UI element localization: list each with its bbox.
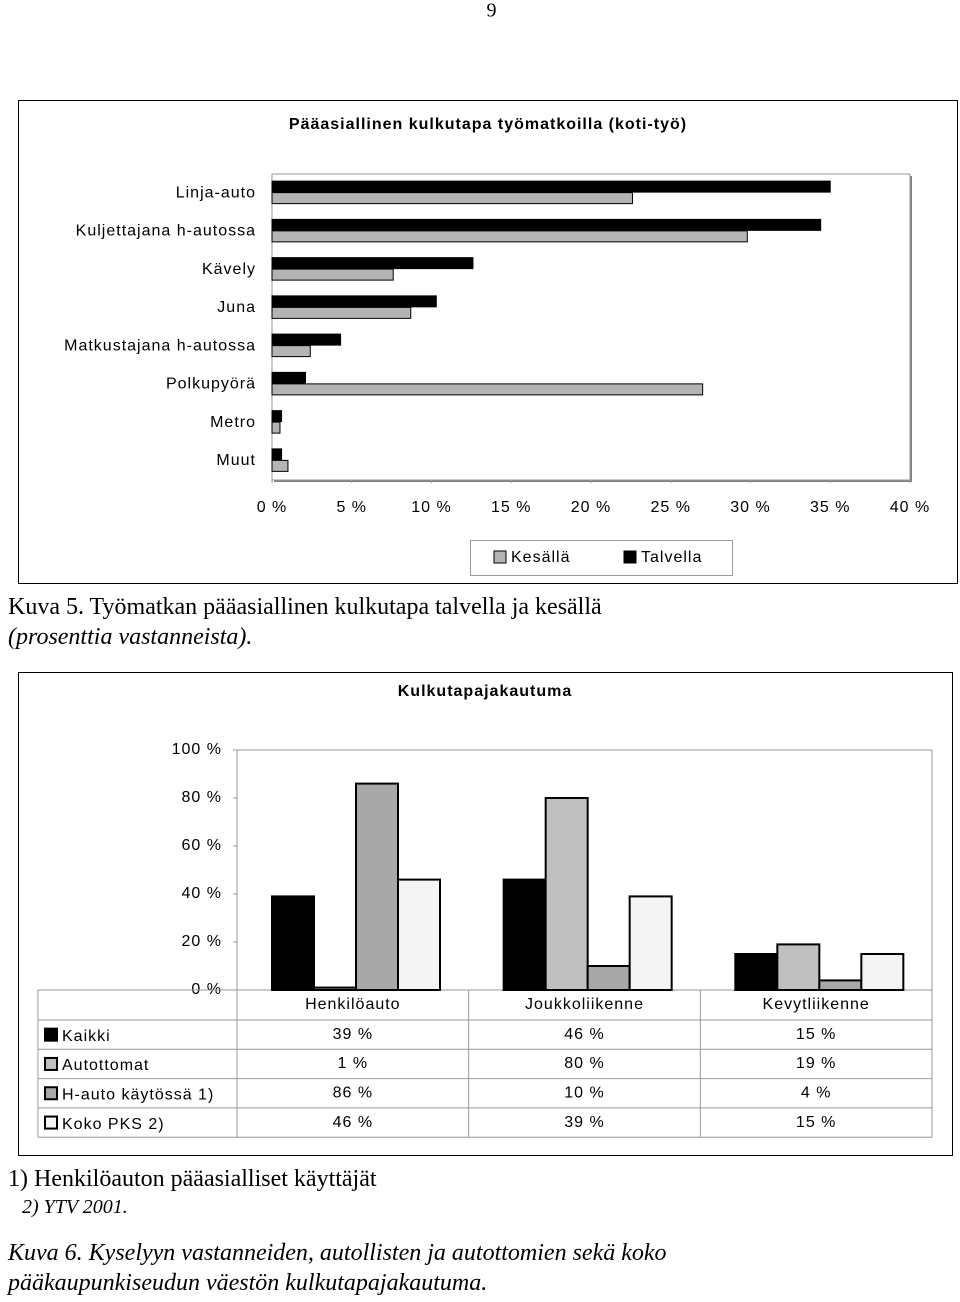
y-tick-label: Polkupyörä — [166, 376, 256, 393]
legend-label: Talvella — [641, 549, 702, 566]
data-label: 15 % — [796, 1026, 836, 1043]
bar — [818, 979, 863, 992]
x-tick-label: 0 % — [257, 499, 288, 516]
x-tick-label: Henkilöauto — [305, 996, 401, 1013]
x-tick-label: 10 % — [411, 499, 451, 516]
x-tick-label: 30 % — [730, 499, 770, 516]
data-label: 10 % — [564, 1084, 604, 1101]
y-tick-label: 100 % — [172, 741, 222, 758]
x-tick-label: Kevytliikenne — [763, 996, 870, 1013]
legend-label: H-auto käytössä 1) — [62, 1086, 214, 1103]
data-label: 46 % — [333, 1114, 373, 1131]
bar — [355, 782, 399, 991]
chart-frame — [18, 672, 953, 1156]
y-tick-label: Juna — [217, 299, 256, 316]
bar — [271, 345, 311, 358]
data-label: 1 % — [338, 1055, 369, 1072]
data-label: 46 % — [564, 1026, 604, 1043]
bar — [271, 295, 437, 308]
legend-swatch — [44, 1027, 58, 1042]
chart-title: Kulkutapajakautuma — [398, 683, 572, 700]
bar — [271, 192, 633, 205]
data-label: 86 % — [333, 1084, 373, 1101]
data-label: 80 % — [564, 1055, 604, 1072]
y-tick-label: Linja-auto — [176, 184, 256, 201]
bar — [271, 383, 704, 396]
bar — [271, 459, 289, 472]
y-tick-label: Matkustajana h-autossa — [64, 337, 256, 354]
legend-label: Kesällä — [511, 549, 570, 566]
x-tick-label: 5 % — [336, 499, 367, 516]
legend-label: Autottomat — [62, 1057, 149, 1074]
chart-title: Pääasiallinen kulkutapa työmatkoilla (ko… — [289, 116, 687, 133]
y-tick-label: Kuljettajana h-autossa — [76, 223, 256, 240]
chart-frame — [18, 100, 958, 584]
bar — [271, 230, 748, 243]
footnote: 1) Henkilöauton pääasialliset käyttäjät — [8, 1166, 377, 1192]
bar — [271, 268, 394, 281]
legend-swatch — [493, 550, 507, 564]
bar — [544, 797, 589, 991]
legend-swatch — [44, 1056, 58, 1071]
y-tick-label: 60 % — [182, 837, 222, 854]
bar — [860, 953, 905, 991]
y-tick-label: Muut — [216, 452, 256, 469]
bar — [776, 943, 821, 992]
bar — [628, 895, 673, 992]
bar — [271, 218, 822, 231]
bar — [271, 306, 412, 319]
bar — [271, 421, 281, 434]
y-tick-label: Kävely — [202, 261, 256, 278]
bar — [271, 257, 474, 270]
data-label: 39 % — [333, 1026, 373, 1043]
x-tick-label: Joukkoliikenne — [525, 996, 644, 1013]
caption: pääkaupunkiseudun väestön kulkutapajakau… — [8, 1270, 488, 1296]
legend-swatch — [623, 550, 637, 564]
bar — [397, 878, 441, 991]
data-label: 15 % — [796, 1114, 836, 1131]
x-tick-label: 20 % — [571, 499, 611, 516]
x-tick-label: 35 % — [810, 499, 850, 516]
bar — [271, 180, 831, 193]
bar — [313, 986, 357, 991]
bar — [271, 371, 306, 384]
x-tick-label: 25 % — [651, 499, 691, 516]
page-number: 9 — [487, 0, 498, 22]
bar — [586, 965, 631, 991]
caption: (prosenttia vastanneista). — [8, 624, 253, 650]
legend-label: Kaikki — [62, 1028, 111, 1045]
x-tick-label: 15 % — [491, 499, 531, 516]
y-tick-label: 80 % — [182, 789, 222, 806]
y-tick-label: Metro — [210, 414, 256, 431]
footnote: 2) YTV 2001. — [22, 1196, 128, 1218]
legend-label: Koko PKS 2) — [62, 1116, 165, 1133]
y-tick-label: 20 % — [182, 933, 222, 950]
x-tick-label: 40 % — [890, 499, 930, 516]
legend-swatch — [44, 1115, 58, 1130]
data-label: 4 % — [801, 1084, 832, 1101]
caption: Kuva 5. Työmatkan pääasiallinen kulkutap… — [8, 594, 602, 620]
bar — [502, 878, 547, 991]
legend-box — [470, 540, 733, 576]
bar — [271, 333, 342, 346]
y-tick-label: 40 % — [182, 885, 222, 902]
caption: Kuva 6. Kyselyyn vastanneiden, autollist… — [8, 1240, 667, 1266]
data-label: 39 % — [564, 1114, 604, 1131]
legend-swatch — [44, 1086, 58, 1101]
data-label: 19 % — [796, 1055, 836, 1072]
bar — [734, 953, 779, 991]
bar — [271, 895, 315, 992]
bar — [271, 410, 283, 423]
bar — [271, 448, 283, 461]
